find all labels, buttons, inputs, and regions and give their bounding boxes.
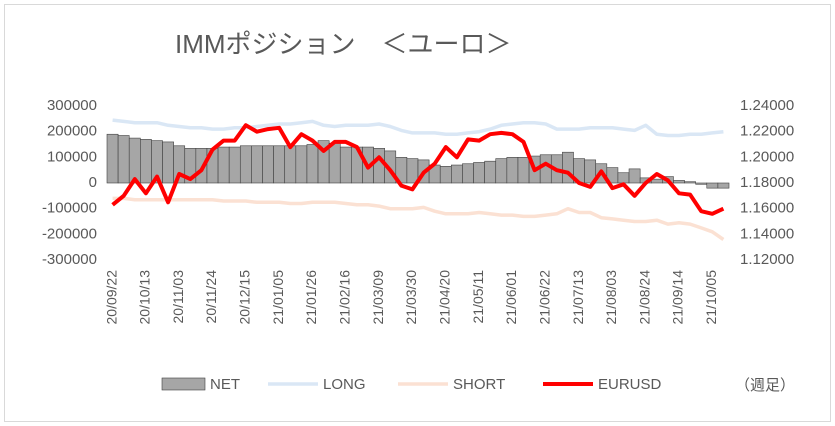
chart-title: IMMポジション ＜ユーロ＞ (175, 29, 512, 59)
x-tick-label: 21/06/01 (503, 270, 519, 325)
y2-tick-label: 1.16000 (740, 200, 794, 217)
y-tick-label: -300000 (42, 251, 97, 268)
bar (473, 162, 485, 184)
bar (228, 146, 241, 184)
x-tick-label: 21/08/03 (603, 270, 619, 325)
x-tick-label: 21/03/30 (403, 270, 419, 325)
bar (262, 145, 274, 184)
bar (106, 133, 119, 184)
legend-swatch (161, 377, 206, 391)
bar (373, 148, 385, 184)
bar (128, 137, 141, 184)
bar (217, 146, 230, 184)
bar (339, 146, 352, 184)
bar (328, 142, 341, 184)
bar (717, 182, 730, 189)
bar (306, 144, 319, 184)
x-tick-label: 21/08/24 (636, 270, 652, 325)
x-tick-label: 20/12/15 (237, 270, 253, 325)
y-tick-label: 0 (89, 174, 97, 191)
y2-tick-label: 1.12000 (740, 251, 794, 268)
bar (517, 157, 530, 184)
x-tick-label: 21/09/14 (670, 270, 686, 325)
x-tick-label: 21/04/20 (436, 270, 452, 325)
bar (695, 182, 708, 185)
x-tick-label: 20/11/03 (170, 270, 186, 324)
x-tick-label: 21/10/05 (703, 270, 719, 325)
y-tick-label: -100000 (42, 200, 97, 217)
bar (239, 145, 252, 184)
line-eurusd (111, 123, 725, 216)
x-tick-label: 21/07/13 (570, 270, 586, 325)
period-note: （週足） (735, 377, 795, 394)
bar (673, 180, 685, 184)
x-tick-label: 21/01/26 (303, 270, 319, 325)
bar (117, 135, 130, 184)
y-tick-label: 200000 (47, 123, 97, 140)
bar (539, 154, 552, 184)
bar (295, 145, 308, 184)
x-tick-label: 21/05/11 (470, 270, 486, 324)
y2-tick-label: 1.24000 (740, 97, 794, 114)
bar (451, 164, 463, 184)
bar (684, 181, 696, 184)
y2-tick-label: 1.18000 (740, 174, 794, 191)
line-long (112, 118, 724, 138)
bar (495, 158, 508, 184)
legend-label: NET (210, 376, 240, 393)
y2-tick-label: 1.14000 (740, 225, 794, 242)
chart-border (4, 4, 831, 422)
legend-label: SHORT (453, 376, 505, 393)
y2-tick-label: 1.22000 (740, 123, 794, 140)
y-tick-label: 100000 (47, 148, 97, 165)
bar (140, 139, 152, 184)
x-tick-label: 21/01/05 (270, 270, 286, 325)
bar (251, 145, 263, 184)
x-tick-label: 20/11/24 (203, 270, 219, 324)
bar (506, 157, 519, 184)
bar (617, 172, 630, 184)
legend-label: LONG (323, 376, 366, 393)
bar (462, 163, 474, 184)
bar (628, 168, 641, 184)
bar (650, 178, 663, 184)
x-tick-label: 21/06/22 (536, 270, 552, 325)
x-tick-label: 21/02/16 (337, 270, 353, 325)
bar (706, 182, 719, 189)
bar (162, 141, 174, 184)
bar (484, 160, 497, 184)
bar (439, 166, 452, 184)
bar (284, 145, 297, 184)
line-short (112, 196, 725, 241)
x-tick-label: 20/10/13 (137, 270, 153, 325)
bar (273, 145, 286, 184)
y-tick-label: -200000 (42, 225, 97, 242)
legend-label: EURUSD (598, 376, 662, 393)
x-tick-label: 21/03/09 (370, 270, 386, 325)
bar (406, 158, 419, 184)
x-tick-label: 20/09/22 (103, 270, 119, 325)
y2-tick-label: 1.20000 (740, 148, 794, 165)
y-tick-label: 300000 (47, 97, 97, 114)
